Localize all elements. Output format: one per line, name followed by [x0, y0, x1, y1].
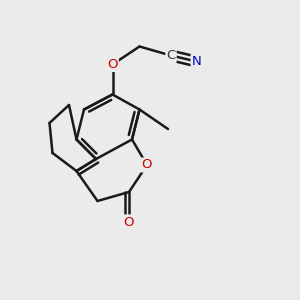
Text: O: O: [124, 215, 134, 229]
Text: N: N: [192, 55, 201, 68]
Text: O: O: [107, 58, 118, 71]
Text: O: O: [142, 158, 152, 172]
Text: C: C: [167, 49, 176, 62]
